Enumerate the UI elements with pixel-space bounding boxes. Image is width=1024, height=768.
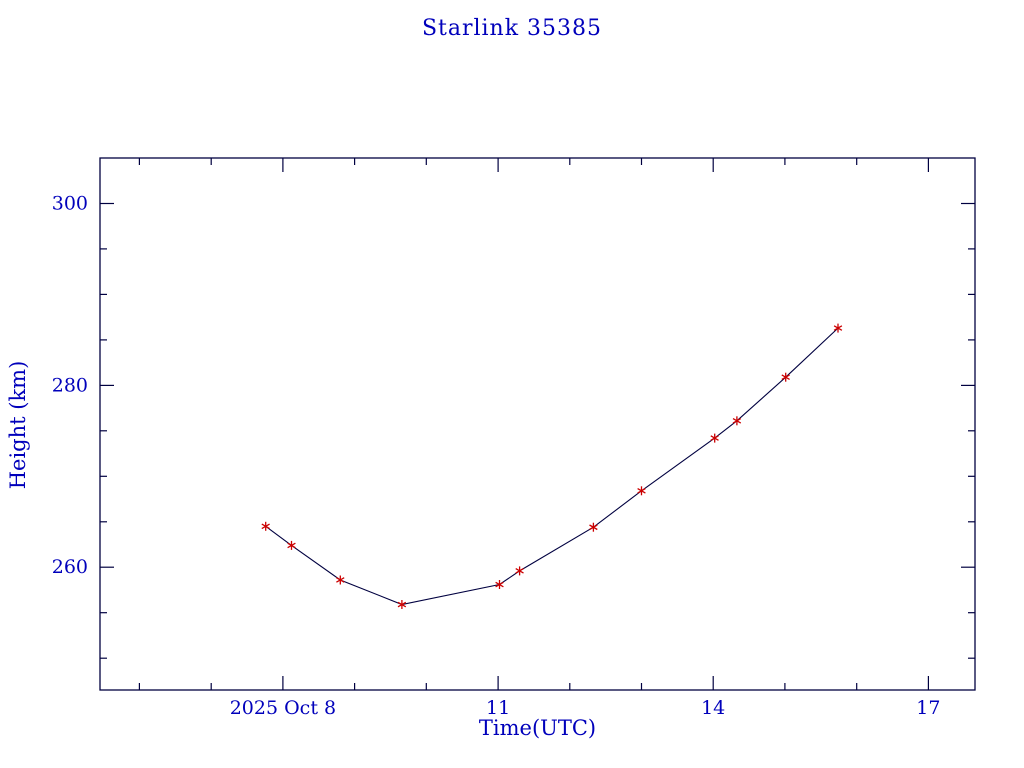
x-axis-label: Time(UTC) — [478, 716, 597, 740]
svg-text:300: 300 — [52, 193, 88, 215]
svg-text:11: 11 — [486, 697, 510, 719]
svg-text:260: 260 — [52, 556, 88, 578]
svg-text:14: 14 — [701, 697, 725, 719]
svg-text:2025 Oct 8: 2025 Oct 8 — [230, 697, 336, 719]
chart-title: Starlink 35385 — [421, 16, 603, 41]
svg-text:17: 17 — [916, 697, 940, 719]
svg-text:280: 280 — [52, 374, 88, 396]
